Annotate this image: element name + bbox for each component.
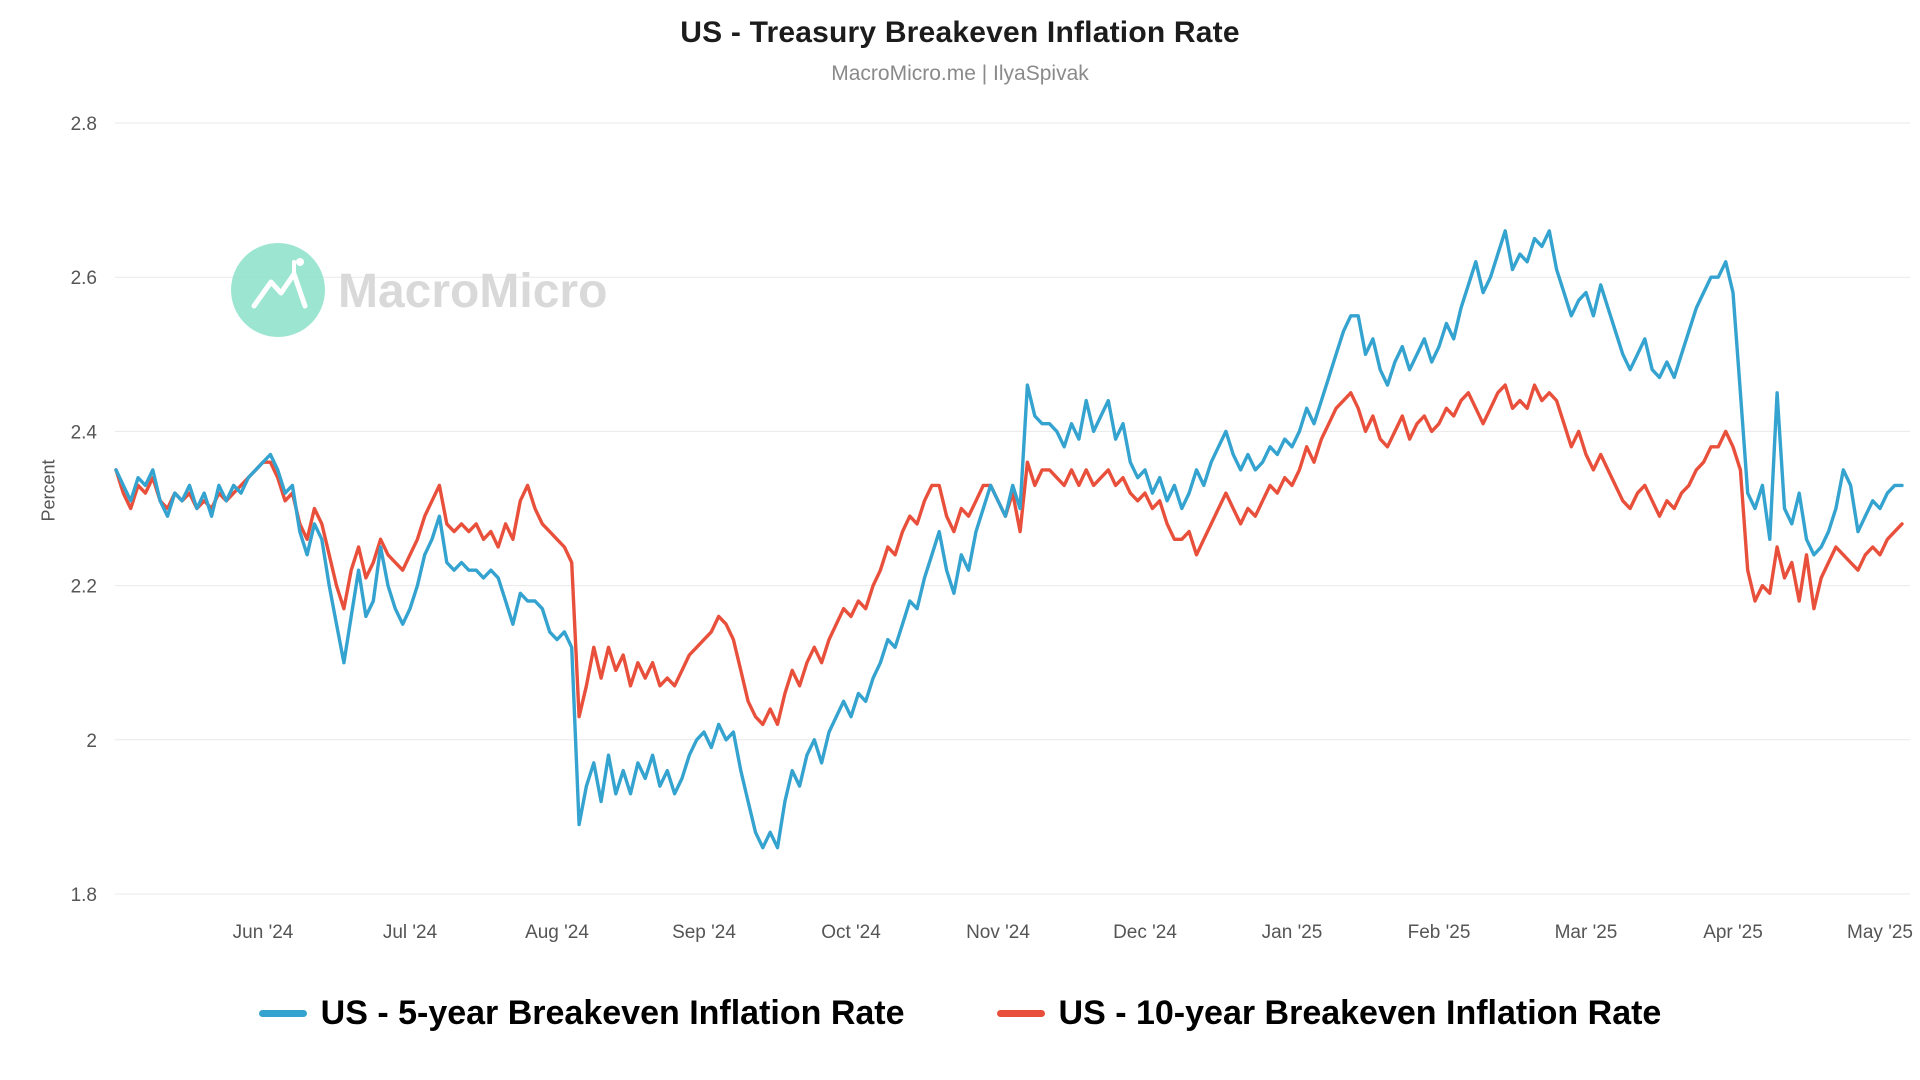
mountain-icon — [251, 271, 308, 309]
watermark-brand-text: MacroMicro — [338, 265, 607, 318]
svg-text:Jul '24: Jul '24 — [383, 922, 438, 943]
svg-text:Oct '24: Oct '24 — [821, 922, 881, 943]
x-axis-tick-labels: Jun '24 Jul '24 Aug '24 Sep '24 Oct '24 Nov '… — [233, 922, 1913, 943]
legend-item-5y[interactable]: US - 5-year Breakeven Inflation Rate — [258, 994, 905, 1033]
svg-text:Jan '25: Jan '25 — [1262, 922, 1323, 943]
legend-swatch-5y — [258, 1010, 307, 1017]
svg-text:Mar '25: Mar '25 — [1555, 922, 1618, 943]
svg-text:Jun '24: Jun '24 — [233, 922, 294, 943]
svg-text:Feb '25: Feb '25 — [1408, 922, 1471, 943]
svg-text:2.2: 2.2 — [71, 577, 97, 598]
svg-text:Aug '24: Aug '24 — [525, 922, 589, 943]
svg-text:Dec '24: Dec '24 — [1113, 922, 1177, 943]
flag-icon — [296, 258, 304, 266]
svg-text:2.4: 2.4 — [71, 422, 98, 443]
legend-swatch-10y — [996, 1010, 1045, 1017]
svg-text:2.8: 2.8 — [71, 114, 97, 135]
svg-text:2: 2 — [86, 731, 97, 752]
legend-item-10y[interactable]: US - 10-year Breakeven Inflation Rate — [996, 994, 1662, 1033]
svg-text:Apr '25: Apr '25 — [1703, 922, 1763, 943]
series-line-5-year — [114, 229, 1904, 850]
legend-label-10y: US - 10-year Breakeven Inflation Rate — [1058, 994, 1662, 1032]
chart-legend: US - 5-year Breakeven Inflation Rate US … — [0, 994, 1920, 1033]
chart-subtitle: MacroMicro.me | IlyaSpivak — [831, 62, 1089, 85]
svg-text:May '25: May '25 — [1847, 922, 1913, 943]
chart-series — [114, 229, 1904, 850]
chart-gridlines — [115, 122, 1910, 895]
chart-plot-area[interactable] — [115, 123, 1910, 894]
svg-text:Sep '24: Sep '24 — [672, 922, 736, 943]
macromicro-watermark: MacroMicro — [231, 243, 607, 337]
legend-label-5y: US - 5-year Breakeven Inflation Rate — [320, 994, 905, 1032]
svg-text:2.6: 2.6 — [71, 268, 97, 289]
chart-title: US - Treasury Breakeven Inflation Rate — [680, 16, 1240, 49]
svg-text:1.8: 1.8 — [71, 885, 97, 906]
y-axis-tick-labels: 1.8 2 2.2 2.4 2.6 2.8 — [71, 114, 98, 906]
svg-text:Nov '24: Nov '24 — [966, 922, 1030, 943]
